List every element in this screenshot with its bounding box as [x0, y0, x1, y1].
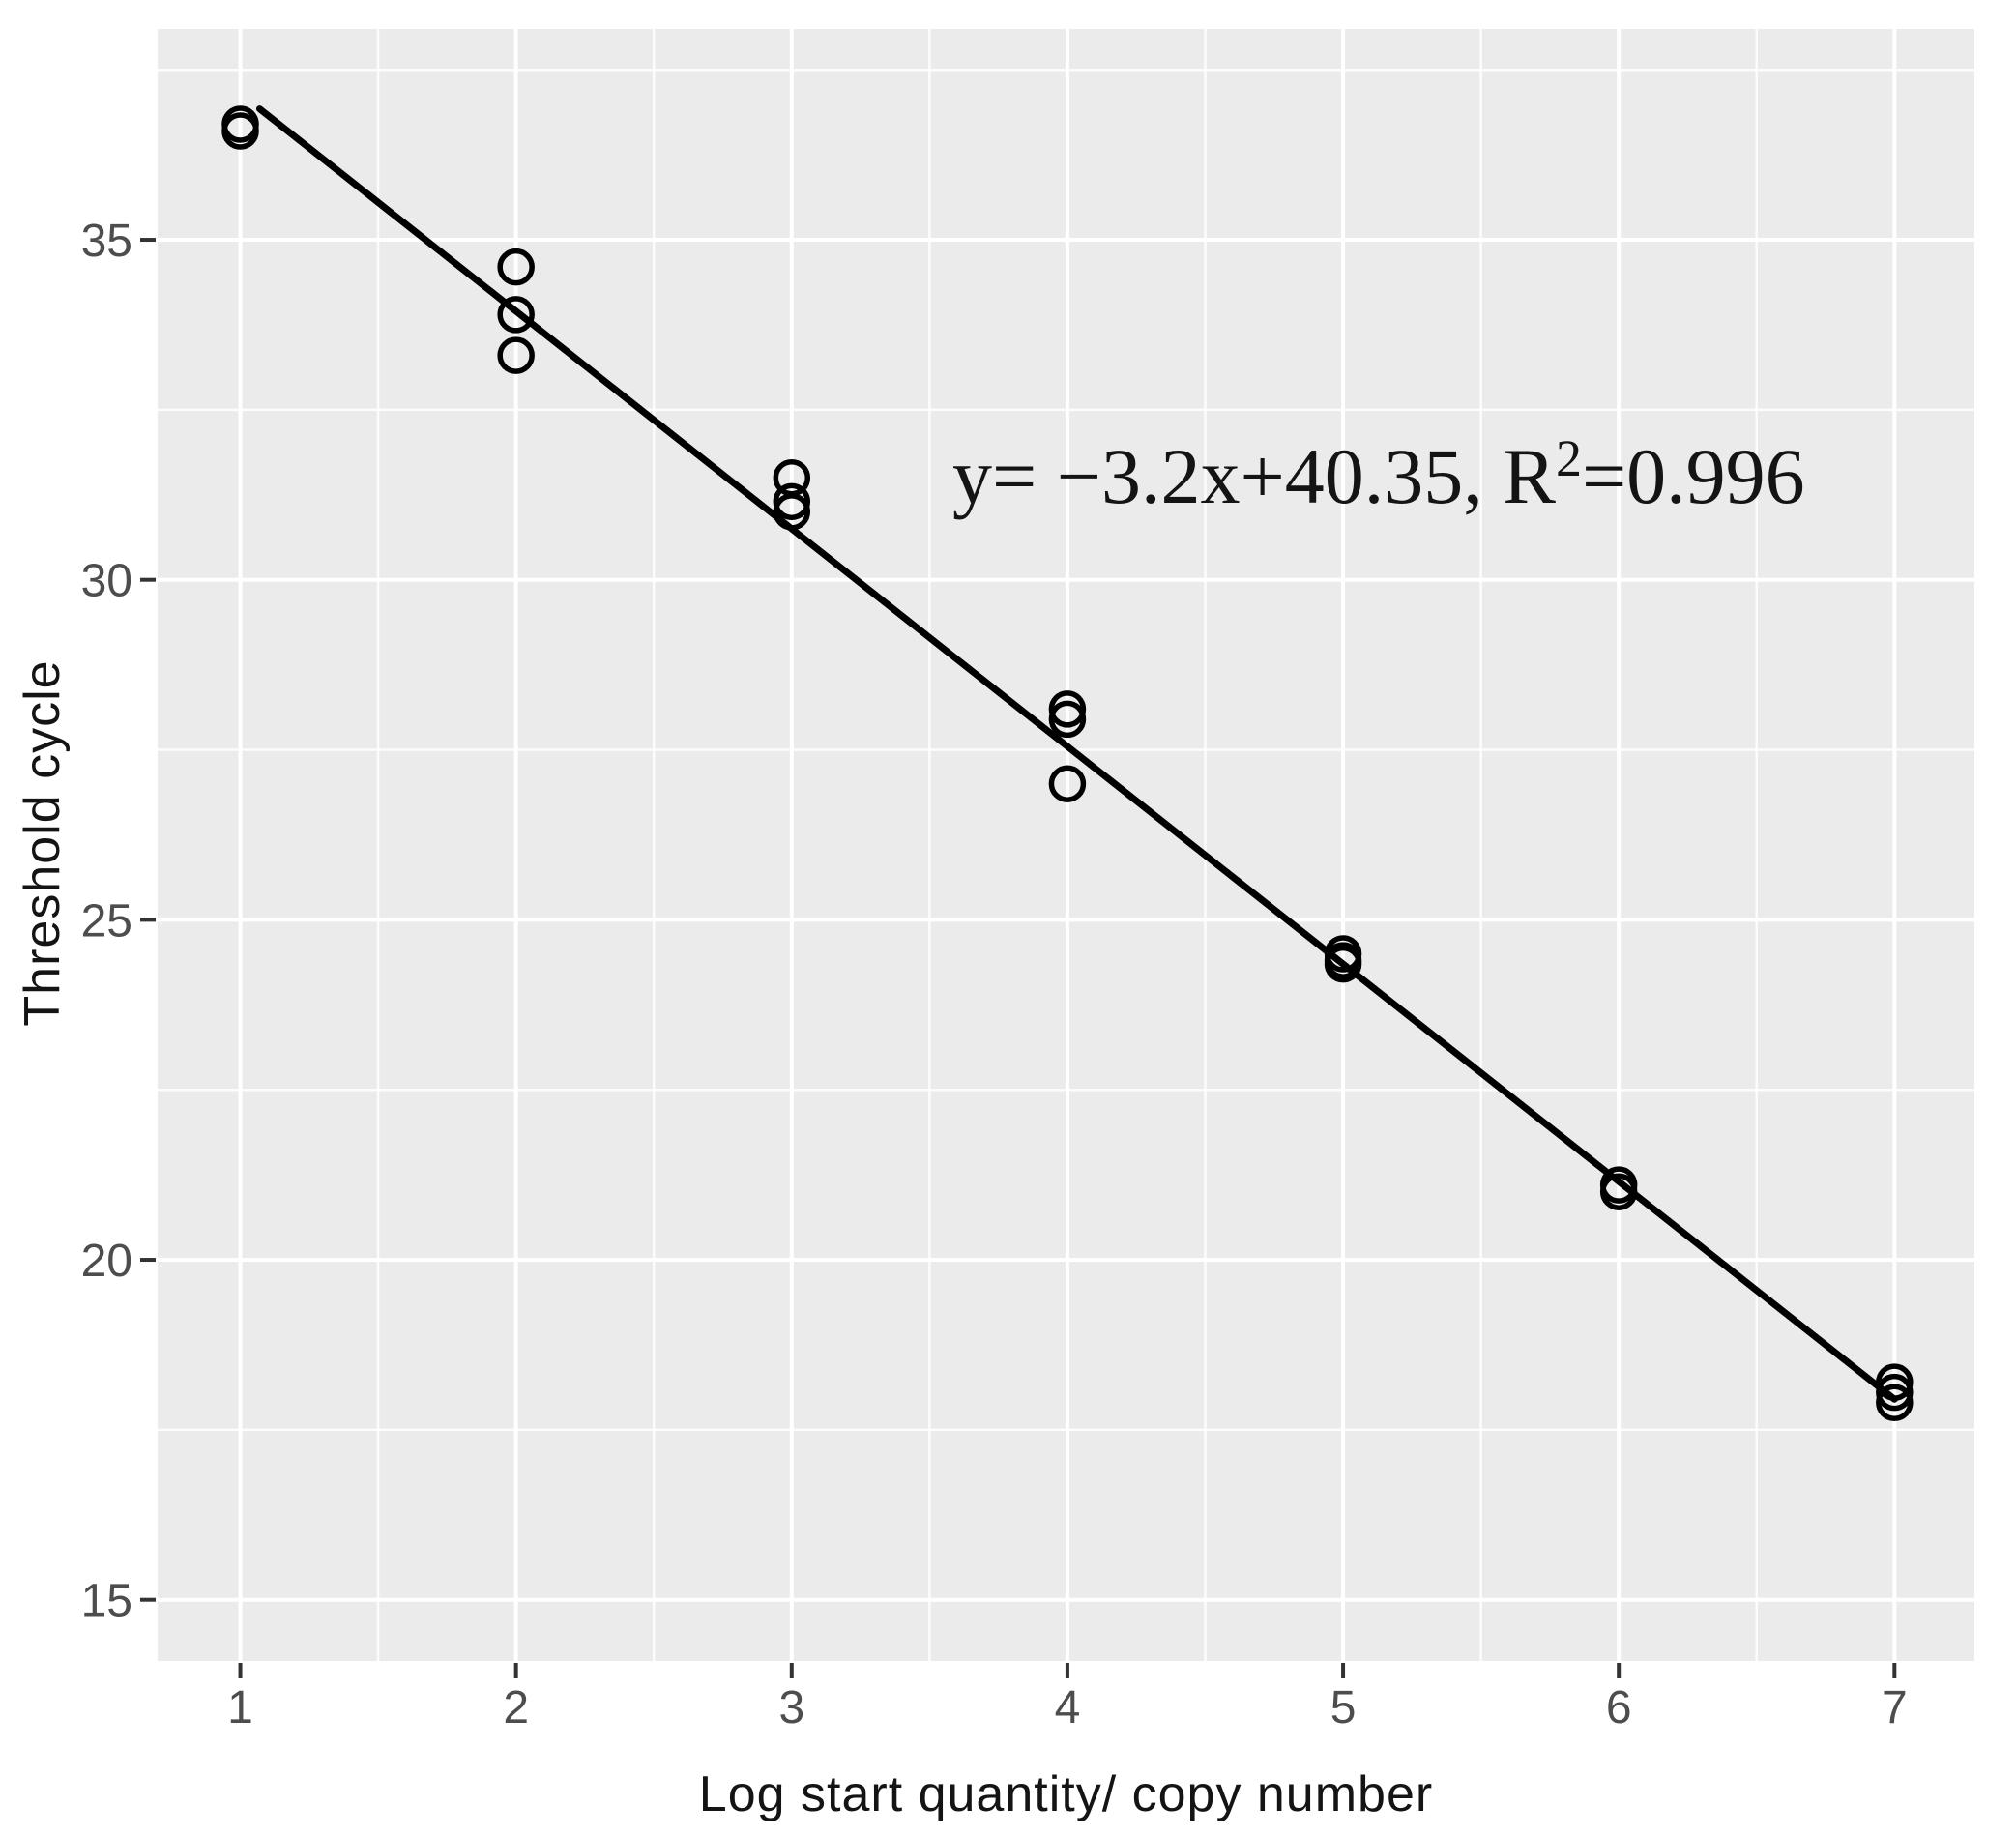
- y-tick-label: 20: [81, 1236, 132, 1287]
- x-tick-label: 1: [227, 1682, 253, 1734]
- equation-suffix: =0.996: [1582, 432, 1805, 520]
- data-point: [1876, 1384, 1914, 1421]
- data-point: [1048, 765, 1087, 802]
- x-tick-label: 4: [1055, 1682, 1081, 1734]
- data-point: [1599, 1173, 1638, 1210]
- data-point: [497, 336, 535, 374]
- y-tick-label: 25: [81, 895, 132, 947]
- x-tick-label: 7: [1882, 1682, 1908, 1734]
- x-tick-label: 5: [1330, 1682, 1357, 1734]
- data-point: [1876, 1363, 1914, 1401]
- data-point: [1876, 1373, 1914, 1412]
- regression-equation-annotation: y= −3.2x+40.35, R2=0.996: [952, 429, 1805, 520]
- y-tick-label: 35: [81, 216, 132, 267]
- x-tick-label: 2: [503, 1682, 529, 1734]
- data-point: [773, 493, 811, 531]
- equation-main: y= −3.2x+40.35, R: [952, 432, 1556, 520]
- data-point: [497, 248, 535, 286]
- data-point: [1048, 690, 1087, 728]
- x-axis-title: Log start quantity/ copy number: [698, 1766, 1434, 1822]
- data-point: [1324, 945, 1362, 983]
- data-point: [773, 482, 811, 521]
- data-point: [221, 112, 259, 150]
- data-point: [1048, 700, 1087, 739]
- y-axis-title: Threshold cycle: [15, 659, 71, 1027]
- x-tick-label: 3: [778, 1682, 804, 1734]
- equation-superscript: 2: [1556, 429, 1582, 487]
- y-tick-label: 30: [81, 556, 132, 607]
- x-tick-label: 6: [1606, 1682, 1632, 1734]
- y-tick-label: 15: [81, 1576, 132, 1627]
- data-point: [497, 296, 535, 334]
- plot-panel-group: 1 2 3 4 5 6 7 15 20 25 30 35: [81, 29, 1974, 1734]
